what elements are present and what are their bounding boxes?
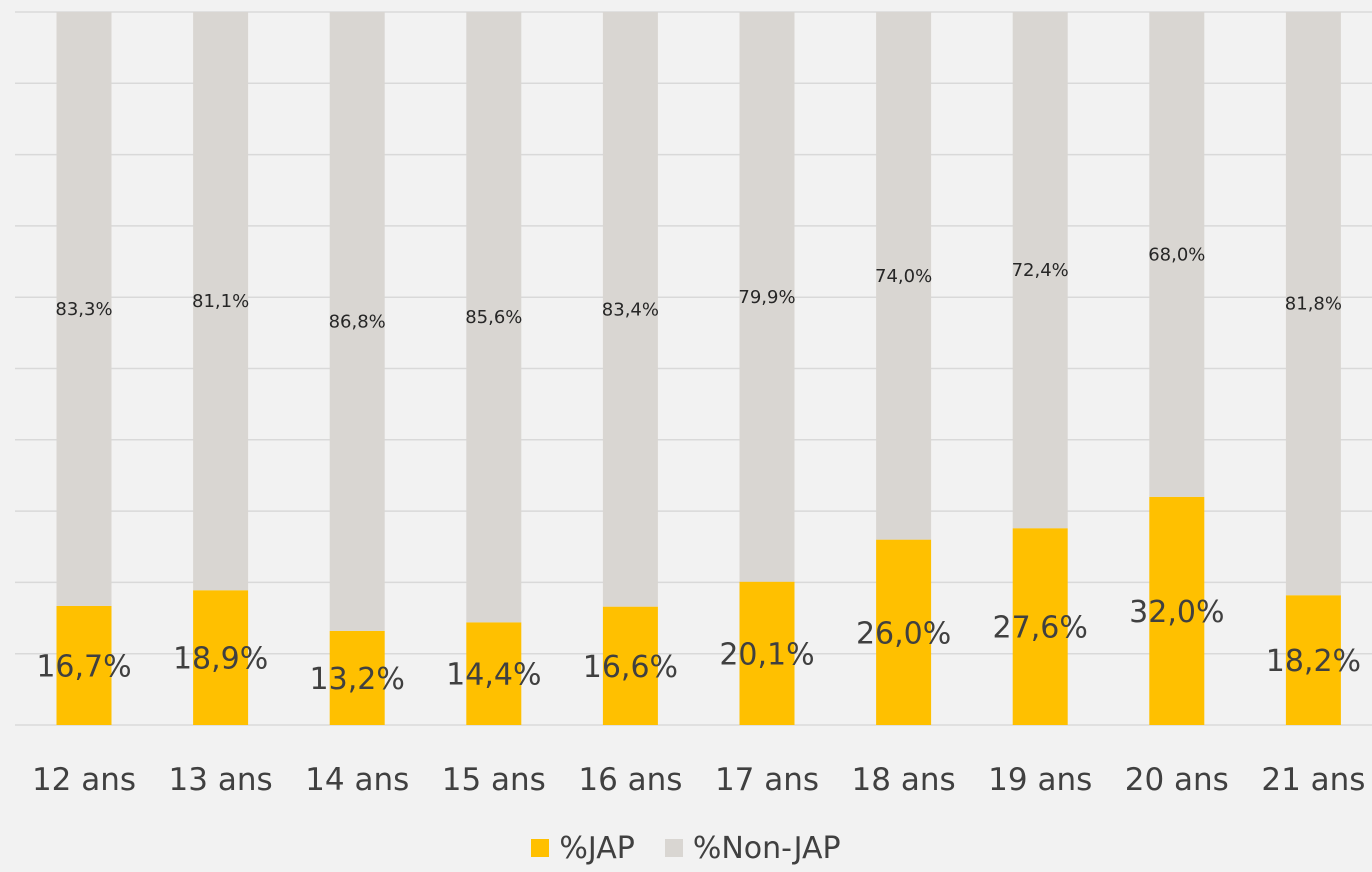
bar-non-jap [602, 12, 658, 607]
bar-non-jap [1149, 12, 1205, 497]
data-label-jap: 13,2% [310, 662, 405, 697]
legend-label-jap: %JAP [559, 830, 635, 866]
bar-non-jap [329, 12, 385, 631]
data-label-non-jap: 81,1% [192, 291, 249, 312]
data-label-jap: 16,7% [36, 649, 131, 684]
bar-non-jap [466, 12, 522, 623]
data-label-jap: 26,0% [856, 616, 951, 651]
bar-jap [466, 622, 522, 725]
legend-item-jap: %JAP [531, 830, 635, 866]
data-label-jap: 14,4% [446, 658, 541, 693]
data-label-jap: 32,0% [1129, 595, 1224, 630]
x-tick-label: 19 ans [988, 762, 1092, 798]
data-label-non-jap: 79,9% [738, 287, 795, 308]
bar-jap [876, 539, 932, 725]
data-label-jap: 18,2% [1266, 644, 1361, 679]
legend-swatch-jap [531, 839, 550, 857]
data-label-non-jap: 85,6% [465, 307, 522, 328]
x-tick-label: 18 ans [852, 762, 956, 798]
data-label-jap: 16,6% [583, 650, 678, 685]
x-tick-label: 20 ans [1125, 762, 1229, 798]
bar-jap [1012, 528, 1068, 725]
legend-item-non-jap: %Non-JAP [664, 830, 841, 866]
bar-jap [602, 606, 658, 725]
data-label-jap: 20,1% [719, 637, 814, 672]
x-tick-label: 15 ans [442, 762, 546, 798]
bar-non-jap [193, 12, 249, 591]
bar-non-jap [739, 12, 795, 582]
bar-jap [193, 590, 249, 725]
x-tick-label: 17 ans [715, 762, 819, 798]
x-tick-label: 12 ans [32, 762, 136, 798]
data-label-non-jap: 81,8% [1285, 294, 1342, 315]
x-tick-label: 16 ans [578, 762, 682, 798]
x-tick-label: 21 ans [1261, 762, 1365, 798]
legend-swatch-non-jap [664, 839, 683, 857]
bar-non-jap [1285, 12, 1341, 596]
legend-label-non-jap: %Non-JAP [692, 830, 841, 866]
bar-non-jap [56, 12, 112, 606]
data-label-non-jap: 74,0% [875, 266, 932, 287]
data-label-non-jap: 68,0% [1148, 244, 1205, 265]
stacked-bar-chart: 83,3% 16,7% 12 ans 81,1% 18,9% 13 ans 86,8% 13,… [15, 11, 1372, 798]
data-label-non-jap: 86,8% [329, 311, 386, 332]
bar-jap [56, 605, 112, 725]
bar-non-jap [1012, 12, 1068, 529]
bar-jap [1149, 496, 1205, 725]
data-label-jap: 27,6% [993, 611, 1088, 646]
x-tick-label: 14 ans [305, 762, 409, 798]
legend: %JAP %Non-JAP [0, 828, 1372, 868]
bar-jap [1285, 595, 1341, 725]
data-label-non-jap: 83,3% [55, 299, 112, 320]
bar-jap [329, 630, 385, 725]
x-tick-label: 13 ans [169, 762, 273, 798]
data-label-jap: 18,9% [173, 642, 268, 677]
data-label-non-jap: 83,4% [602, 299, 659, 320]
data-label-non-jap: 72,4% [1012, 260, 1069, 281]
bar-non-jap [876, 12, 932, 540]
bar-jap [739, 581, 795, 725]
